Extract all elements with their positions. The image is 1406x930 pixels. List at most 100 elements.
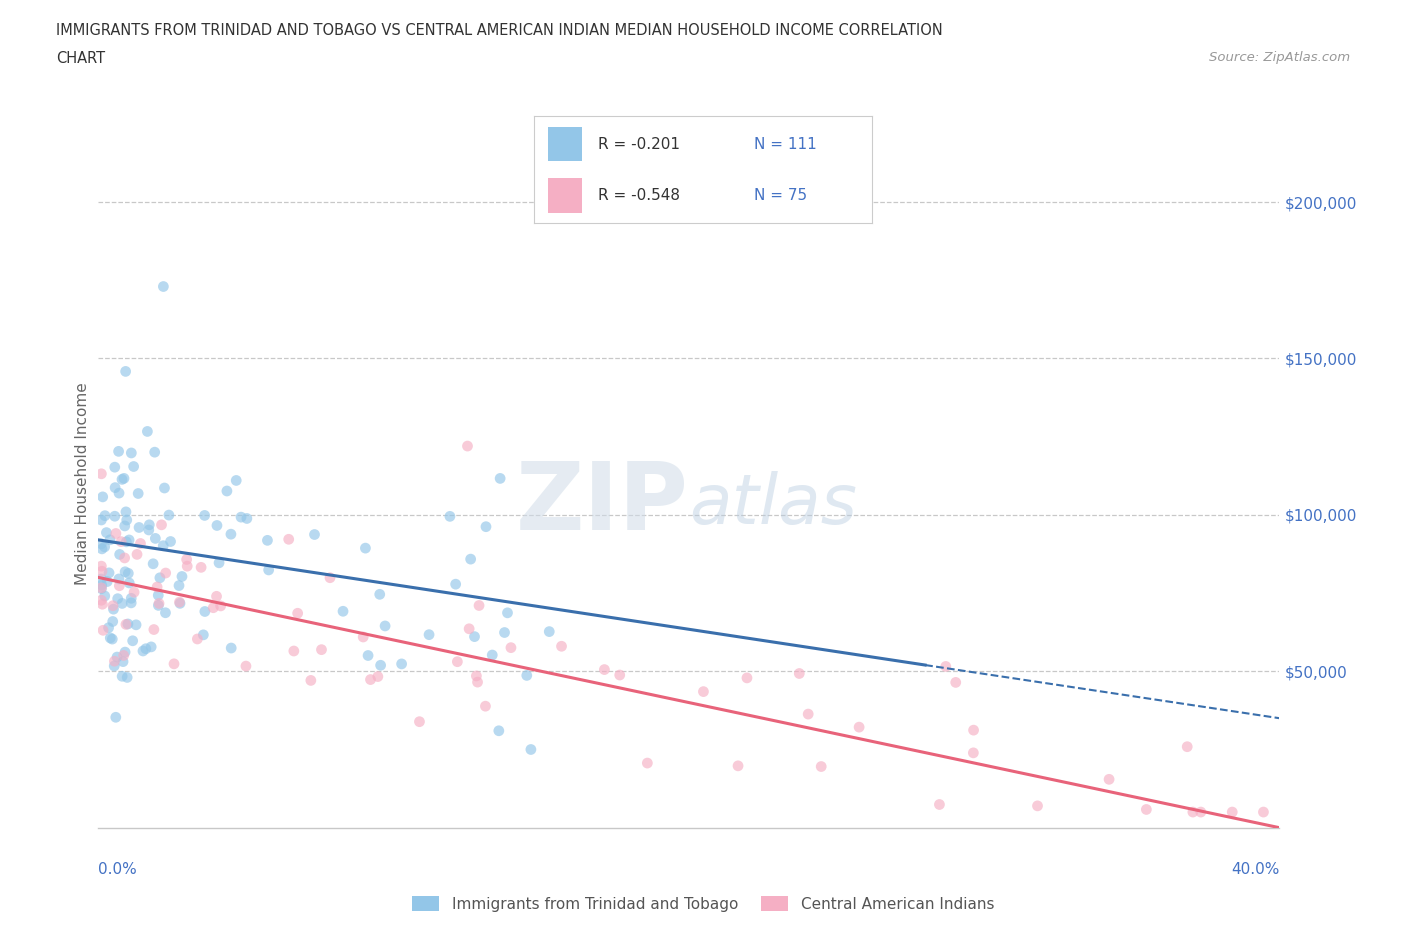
Point [115, 617, 138, 631]
Point [153, 481, 176, 496]
Point [494, 625, 516, 640]
Point [115, 504, 138, 519]
Point [169, 594, 191, 609]
Point [176, 559, 198, 574]
Point [120, 445, 142, 460]
Point [299, 673, 322, 688]
Point [229, 510, 252, 525]
Point [520, 742, 543, 757]
Point [155, 565, 177, 580]
Point [115, 512, 138, 527]
Point [609, 668, 631, 683]
Point [277, 532, 299, 547]
Point [118, 533, 141, 548]
Point [91, 623, 114, 638]
Point [114, 364, 136, 379]
Point [496, 605, 519, 620]
Point [104, 509, 127, 524]
Point [489, 471, 512, 485]
Point [150, 517, 173, 532]
Point [90, 581, 112, 596]
Point [111, 669, 134, 684]
Point [91, 597, 114, 612]
Point [135, 642, 157, 657]
Point [1026, 799, 1049, 814]
Point [127, 486, 149, 501]
Point [152, 279, 174, 294]
Text: N = 75: N = 75 [754, 188, 807, 203]
Point [202, 600, 225, 615]
Point [125, 547, 148, 562]
Point [117, 566, 139, 581]
Text: R = -0.548: R = -0.548 [599, 188, 681, 203]
Point [1175, 739, 1198, 754]
Text: 40.0%: 40.0% [1232, 862, 1279, 877]
Point [727, 758, 749, 773]
Point [735, 671, 758, 685]
Point [810, 759, 832, 774]
Point [125, 618, 148, 632]
Point [474, 698, 496, 713]
Point [465, 669, 488, 684]
Point [194, 604, 217, 619]
Point [90, 537, 112, 551]
Point [98, 532, 121, 547]
Point [311, 643, 333, 658]
Point [467, 674, 489, 689]
Point [91, 489, 114, 504]
Point [205, 518, 228, 533]
Point [108, 485, 131, 500]
Point [538, 624, 561, 639]
Point [928, 797, 950, 812]
Point [112, 654, 135, 669]
Text: CHART: CHART [56, 51, 105, 66]
Point [122, 459, 145, 474]
Point [121, 633, 143, 648]
Point [176, 552, 198, 567]
Point [787, 666, 810, 681]
Point [136, 424, 159, 439]
Point [143, 445, 166, 459]
Point [101, 614, 124, 629]
Point [122, 585, 145, 600]
Point [368, 587, 391, 602]
Text: ZIP: ZIP [516, 458, 689, 551]
Point [225, 473, 247, 488]
Point [104, 526, 127, 541]
Point [354, 540, 377, 555]
Point [167, 578, 190, 593]
Point [332, 604, 354, 618]
Point [114, 644, 136, 659]
Point [1253, 804, 1275, 819]
Point [163, 657, 186, 671]
Text: IMMIGRANTS FROM TRINIDAD AND TOBAGO VS CENTRAL AMERICAN INDIAN MEDIAN HOUSEHOLD : IMMIGRANTS FROM TRINIDAD AND TOBAGO VS C… [56, 23, 943, 38]
Point [120, 595, 142, 610]
Point [90, 578, 112, 592]
Point [93, 539, 115, 554]
Point [111, 472, 134, 486]
Point [304, 527, 326, 542]
Point [114, 551, 136, 565]
Point [962, 746, 984, 761]
Point [138, 523, 160, 538]
Point [257, 563, 280, 578]
Point [186, 631, 208, 646]
Point [103, 654, 125, 669]
Point [120, 591, 142, 605]
Point [90, 572, 112, 587]
Point [157, 508, 180, 523]
Point [115, 670, 138, 684]
Point [283, 644, 305, 658]
Point [481, 647, 503, 662]
Point [159, 534, 181, 549]
Point [1098, 772, 1121, 787]
Point [149, 570, 172, 585]
Point [357, 648, 380, 663]
Point [94, 589, 117, 604]
Point [104, 459, 127, 474]
Point [114, 565, 136, 579]
Point [170, 569, 193, 584]
Point [209, 599, 232, 614]
Point [797, 707, 820, 722]
Text: R = -0.201: R = -0.201 [599, 137, 681, 152]
